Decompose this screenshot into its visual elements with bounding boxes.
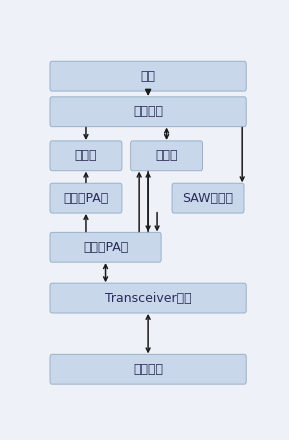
Text: 功放（PA）: 功放（PA）	[83, 241, 128, 254]
Text: 滤波器: 滤波器	[75, 149, 97, 162]
FancyBboxPatch shape	[50, 232, 161, 262]
FancyBboxPatch shape	[50, 354, 246, 384]
Text: 功放（PA）: 功放（PA）	[63, 192, 109, 205]
Text: SAW滤波器: SAW滤波器	[183, 192, 234, 205]
Text: 双工器: 双工器	[155, 149, 178, 162]
FancyBboxPatch shape	[50, 183, 122, 213]
FancyBboxPatch shape	[131, 141, 203, 171]
FancyBboxPatch shape	[172, 183, 244, 213]
FancyBboxPatch shape	[50, 97, 246, 127]
Text: Transceiver芯片: Transceiver芯片	[105, 292, 191, 304]
FancyBboxPatch shape	[50, 141, 122, 171]
Text: 射频开关: 射频开关	[133, 105, 163, 118]
FancyBboxPatch shape	[50, 61, 246, 91]
FancyBboxPatch shape	[50, 283, 246, 313]
Text: 基带芯片: 基带芯片	[133, 363, 163, 376]
Text: 天线: 天线	[141, 70, 155, 83]
